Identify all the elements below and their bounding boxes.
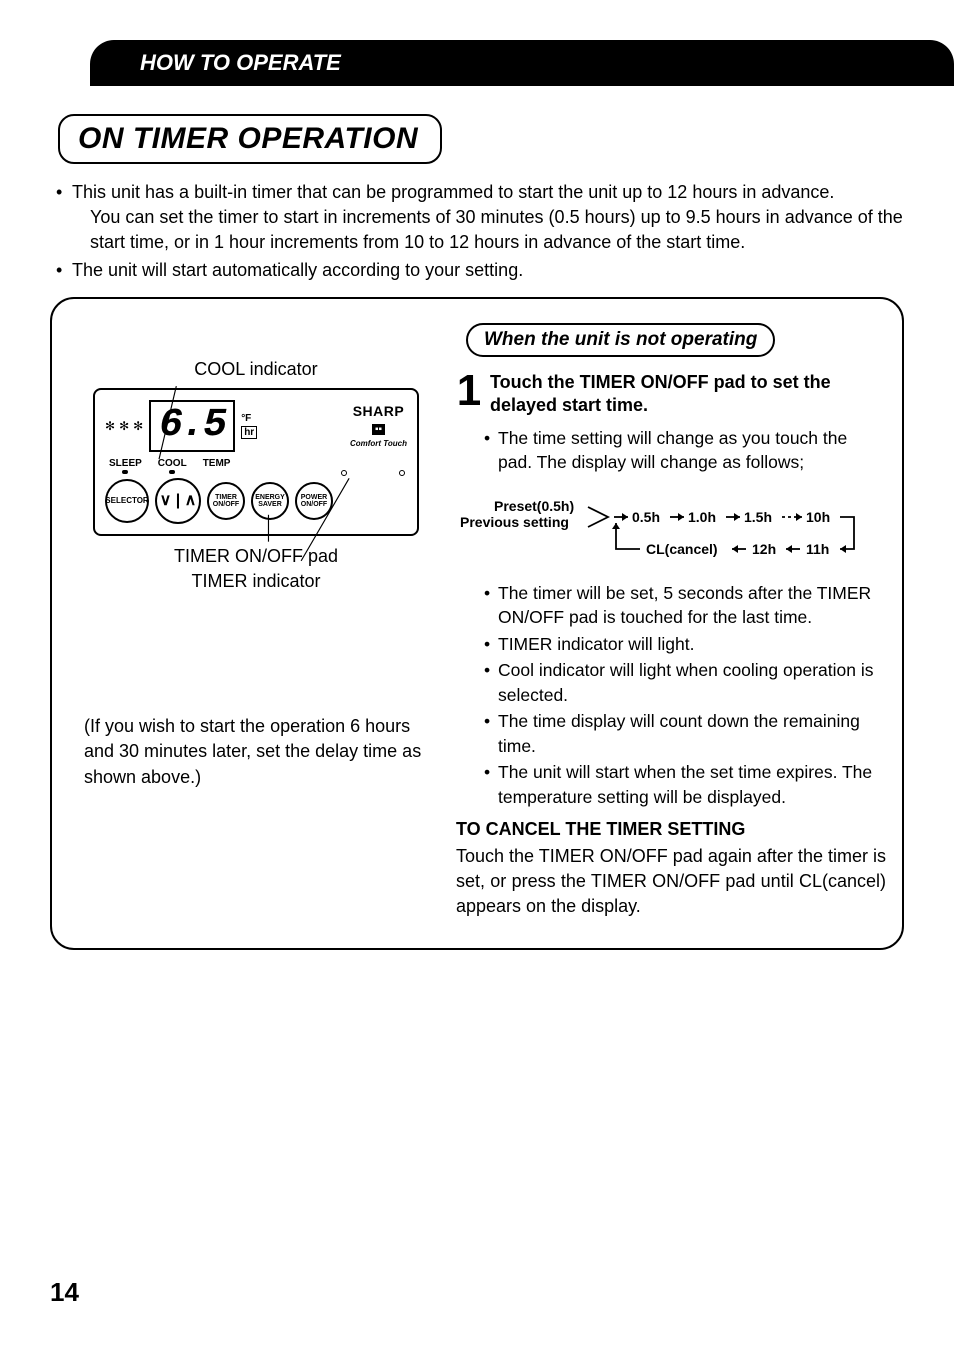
svg-text:12h: 12h bbox=[752, 541, 776, 557]
indicator-dot bbox=[341, 470, 347, 476]
lcd-display: 6.5 bbox=[149, 400, 235, 452]
bullet-item: The time setting will change as you touc… bbox=[484, 426, 886, 475]
svg-text:10h: 10h bbox=[806, 509, 830, 525]
selector-button: SELECTOR bbox=[105, 479, 149, 523]
step-title: Touch the TIMER ON/OFF pad to set the de… bbox=[490, 371, 886, 418]
control-panel-figure: COOL indicator ✻ ✻ ✻ 6.5 °F hr SHARP bbox=[76, 323, 436, 654]
bullet-item: The timer will be set, 5 seconds after t… bbox=[484, 581, 886, 630]
lcd-unit-hr: hr bbox=[241, 426, 257, 439]
svg-text:1.0h: 1.0h bbox=[688, 509, 716, 525]
main-content-box: COOL indicator ✻ ✻ ✻ 6.5 °F hr SHARP bbox=[50, 297, 904, 950]
step-number: 1 bbox=[456, 371, 482, 418]
svg-text:CL(cancel): CL(cancel) bbox=[646, 541, 718, 557]
header-title: HOW TO OPERATE bbox=[140, 50, 926, 76]
condition-subhead: When the unit is not operating bbox=[466, 323, 775, 357]
fan-speed-icons: ✻ ✻ ✻ bbox=[105, 419, 143, 433]
lcd-unit-f: °F bbox=[241, 413, 257, 424]
temp-button: ∨ | ∧ bbox=[155, 478, 201, 524]
bullet-dot: • bbox=[56, 180, 72, 256]
bullet-dot: • bbox=[56, 258, 72, 283]
fan-icon: ✻ bbox=[133, 419, 143, 433]
flow-preset-label: Preset(0.5h) bbox=[494, 498, 574, 514]
cool-label: COOL bbox=[158, 458, 187, 474]
fan-icon: ✻ bbox=[105, 419, 115, 433]
right-column: When the unit is not operating 1 Touch t… bbox=[456, 323, 886, 920]
intro-text: • This unit has a built-in timer that ca… bbox=[50, 180, 904, 283]
sleep-label: SLEEP bbox=[109, 458, 142, 474]
svg-text:1.5h: 1.5h bbox=[744, 509, 772, 525]
comfort-touch-label: Comfort Touch bbox=[350, 439, 407, 448]
cancel-heading: TO CANCEL THE TIMER SETTING bbox=[456, 819, 886, 840]
control-panel: ✻ ✻ ✻ 6.5 °F hr SHARP ▪▪ Comfort Touch bbox=[93, 388, 419, 536]
bullet-item: TIMER indicator will light. bbox=[484, 632, 886, 657]
intro-line-1: This unit has a built-in timer that can … bbox=[72, 180, 904, 256]
cool-indicator-label: COOL indicator bbox=[76, 359, 436, 380]
svg-text:11h: 11h bbox=[806, 541, 829, 557]
bullet-list: The timer will be set, 5 seconds after t… bbox=[456, 581, 886, 810]
fan-icon: ✻ bbox=[119, 419, 129, 433]
section-title: ON TIMER OPERATION bbox=[78, 122, 418, 156]
brand-logo: SHARP bbox=[350, 403, 407, 419]
timer-pad-label: TIMER ON/OFF pad bbox=[76, 544, 436, 569]
flow-prev-label: Previous setting bbox=[460, 514, 569, 530]
temp-label: TEMP bbox=[203, 458, 231, 474]
timer-flow-diagram: Preset(0.5h) Previous setting 0.5h 1.0h … bbox=[456, 493, 886, 563]
bullet-item: The unit will start when the set time ex… bbox=[484, 760, 886, 809]
left-column: COOL indicator ✻ ✻ ✻ 6.5 °F hr SHARP bbox=[76, 323, 436, 920]
power-button: POWER ON/OFF bbox=[295, 482, 333, 520]
timer-indicator-label: TIMER indicator bbox=[76, 569, 436, 594]
page-number: 14 bbox=[50, 1277, 79, 1308]
example-note: (If you wish to start the operation 6 ho… bbox=[76, 714, 436, 790]
svg-text:0.5h: 0.5h bbox=[632, 509, 660, 525]
energy-saver-button: ENERGY SAVER bbox=[251, 482, 289, 520]
cancel-body: Touch the TIMER ON/OFF pad again after t… bbox=[456, 844, 886, 920]
bullet-item: The time display will count down the rem… bbox=[484, 709, 886, 758]
title-box: ON TIMER OPERATION bbox=[58, 114, 442, 164]
intro-line-2: The unit will start automatically accord… bbox=[72, 258, 904, 283]
env-icon: ▪▪ bbox=[372, 424, 385, 435]
timer-button: TIMER ON/OFF bbox=[207, 482, 245, 520]
indicator-dot bbox=[399, 470, 405, 476]
step-1: 1 Touch the TIMER ON/OFF pad to set the … bbox=[456, 371, 886, 418]
section-header: HOW TO OPERATE bbox=[90, 40, 954, 86]
bullet-item: Cool indicator will light when cooling o… bbox=[484, 658, 886, 707]
